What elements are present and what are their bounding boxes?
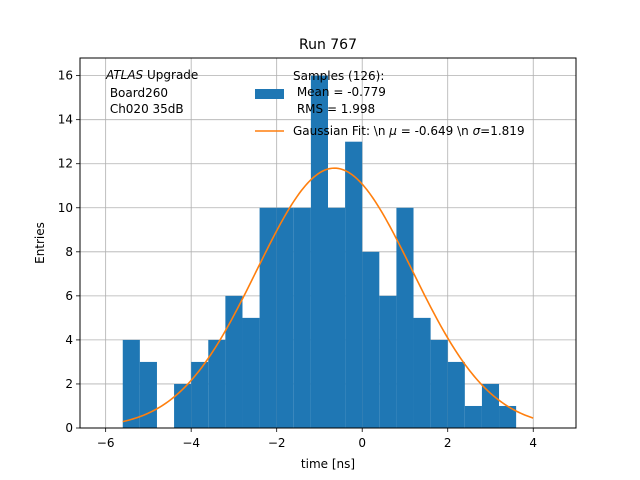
legend-fit-sigma-value: =1.819 bbox=[480, 124, 524, 138]
histogram-bar-18 bbox=[430, 339, 448, 428]
x-tick-label-2: −2 bbox=[268, 436, 286, 450]
legend-histogram-swatch bbox=[255, 89, 284, 99]
annotation-block: ATLAS Upgrade Board260 Ch020 35dB bbox=[105, 68, 198, 116]
histogram-bar-21 bbox=[481, 383, 500, 428]
histogram-bar-0 bbox=[122, 339, 140, 428]
histogram-bar-7 bbox=[242, 317, 260, 428]
legend-fit-label: Gaussian Fit: \n μ = -0.649 \n σ=1.819 bbox=[293, 124, 525, 138]
histogram-bar-11 bbox=[310, 75, 328, 428]
x-tick-label-1: −4 bbox=[182, 436, 200, 450]
y-tick-label-0: 0 bbox=[65, 421, 73, 435]
annotation-atlas: ATLAS bbox=[105, 68, 144, 82]
y-axis-ticks: 0 2 4 6 8 10 12 14 16 bbox=[58, 69, 80, 435]
annotation-upgrade: Upgrade bbox=[143, 68, 198, 82]
histogram-bar-12 bbox=[328, 207, 346, 428]
chart-title: Run 767 bbox=[299, 37, 357, 53]
histogram-bar-20 bbox=[464, 405, 482, 428]
legend-histogram-line-1: Samples (126): bbox=[293, 69, 384, 83]
legend-histogram-line-3: RMS = 1.998 bbox=[293, 102, 375, 116]
annotation-line-3: Ch020 35dB bbox=[106, 102, 184, 116]
histogram-bar-10 bbox=[293, 207, 311, 428]
histogram-bar-8 bbox=[259, 207, 277, 428]
gaussian-fit bbox=[122, 167, 534, 423]
legend: Samples (126): Mean = -0.779 RMS = 1.998… bbox=[255, 69, 525, 138]
histogram-bar-17 bbox=[413, 317, 431, 428]
x-tick-label-0: −6 bbox=[97, 436, 115, 450]
y-tick-label-8: 16 bbox=[58, 69, 73, 83]
annotation-line-2: Board260 bbox=[106, 86, 168, 100]
legend-fit-prefix: Gaussian Fit: \n bbox=[293, 124, 389, 138]
y-tick-label-7: 14 bbox=[58, 113, 73, 127]
histogram-bar-4 bbox=[191, 361, 209, 428]
histogram-bar-15 bbox=[379, 295, 397, 428]
legend-fit-sigma: σ bbox=[473, 124, 481, 138]
x-tick-label-3: 0 bbox=[358, 436, 366, 450]
histogram-bar-14 bbox=[362, 251, 380, 428]
histogram-bar-5 bbox=[208, 339, 226, 428]
x-tick-label-5: 4 bbox=[529, 436, 537, 450]
histogram-bar-1 bbox=[139, 361, 157, 428]
legend-fit-mu-value: = -0.649 \n bbox=[397, 124, 473, 138]
histogram-bar-22 bbox=[499, 405, 517, 428]
plot-area-frame bbox=[79, 57, 577, 429]
annotation-line-1: ATLAS Upgrade bbox=[105, 68, 198, 82]
x-axis-ticks: −6 −4 −2 0 2 4 bbox=[97, 428, 537, 450]
histogram-bar-16 bbox=[396, 207, 414, 428]
y-tick-label-1: 2 bbox=[65, 377, 73, 391]
y-axis-label: Entries bbox=[33, 222, 47, 264]
y-tick-label-3: 6 bbox=[65, 289, 73, 303]
y-tick-label-2: 4 bbox=[65, 333, 73, 347]
x-axis-label: time [ns] bbox=[301, 457, 355, 471]
histogram-bar-3 bbox=[174, 383, 192, 428]
y-tick-label-6: 12 bbox=[58, 157, 73, 171]
legend-histogram-line-2: Mean = -0.779 bbox=[293, 85, 386, 99]
histogram-bar-9 bbox=[276, 207, 294, 428]
gaussian-fit-line bbox=[122, 167, 534, 423]
histogram-bar-19 bbox=[447, 361, 465, 428]
histogram-bar-13 bbox=[345, 141, 363, 428]
histogram-bar-6 bbox=[225, 295, 243, 428]
x-tick-label-4: 2 bbox=[444, 436, 452, 450]
y-tick-label-4: 8 bbox=[65, 245, 73, 259]
y-tick-label-5: 10 bbox=[58, 201, 73, 215]
histogram-bars bbox=[122, 75, 517, 428]
legend-fit-mu: μ bbox=[388, 124, 397, 138]
